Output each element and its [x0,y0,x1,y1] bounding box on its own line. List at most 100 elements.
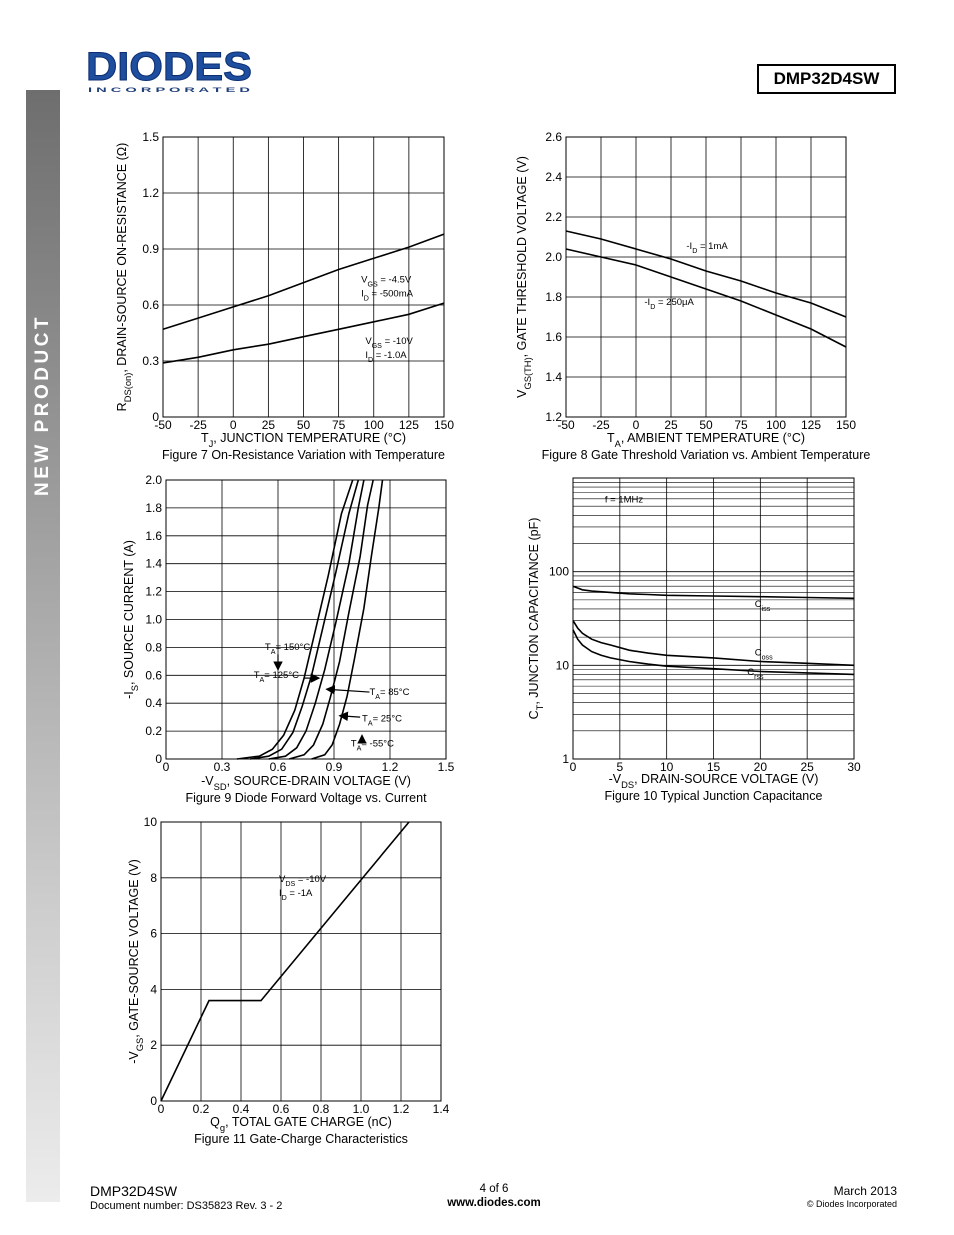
y-tick-label: 1.6 [145,529,162,543]
fig9-annotation-3: TA= 85°C [369,687,409,701]
fig10-annotation-3: Coss [755,647,773,661]
y-tick-label: 10 [144,815,158,829]
y-tick-label: 2.6 [545,130,562,144]
x-tick-label: 10 [660,760,674,774]
x-tick-label: -25 [189,418,207,432]
fig8-chart: -50 -25 0 25 50 75 100 125 150 1.2 1.4 1.6 1.8 2.0 2.2… [515,130,870,462]
fig9-annotation-4: TA= 25°C [362,713,402,727]
fig7-frame [162,136,445,418]
fig9-series-5 [311,479,384,760]
y-tick-label: 1.8 [545,290,562,304]
fig7-annotation-2: ID = -500mA [361,289,414,303]
x-tick-label: 0 [633,418,640,432]
logo-subtitle: I N C O R P O R A T E D [88,87,251,94]
x-tick-label: 1.4 [433,1102,450,1116]
fig9-series-2 [249,479,360,760]
y-tick-label: 0.3 [142,354,159,368]
fig7-chart: -50 -25 0 25 50 75 100 125 150 0 0.3 0.6 0.9 1.2 1.5 VG… [115,130,454,462]
fig9-grid [165,479,447,760]
x-tick-label: 25 [664,418,678,432]
y-tick-label: 1.5 [142,130,159,144]
footer-document-number: Document number: DS35823 Rev. 3 - 2 [90,1200,283,1212]
y-tick-label: 1.6 [545,330,562,344]
fig10-annotation-1: f = 1MHz [605,495,644,506]
fig7-annotation-1: VGS = -4.5V [361,275,412,289]
fig7-annotation-3: VGS = -10V [365,336,413,350]
y-tick-label: 2.4 [545,170,562,184]
x-tick-label: 1.2 [393,1102,410,1116]
x-tick-label: 0.8 [313,1102,330,1116]
fig11-chart: 0 0.2 0.4 0.6 0.8 1.0 1.2 1.4 0 2 4 6 8 10 VDS = -10VI… [127,815,450,1146]
fig10-caption: Figure 10 Typical Junction Capacitance [605,789,823,803]
y-tick-label: 0.2 [145,724,162,738]
fig9-y-axis-label: -IS, SOURCE CURRENT (A) [122,540,140,699]
fig10-chart: 0 5 10 15 20 25 30 1 10 100 f = 1MHz Ciss Coss Crss -V… [527,477,861,803]
y-tick-label: 0.8 [145,640,162,654]
x-tick-label: 0.2 [193,1102,210,1116]
fig10-series-2 [572,620,855,667]
fig8-annotation-1: -ID = 1mA [686,241,728,255]
fig9-annotation-2: TA= 125°C [254,670,299,684]
x-tick-label: -50 [557,418,575,432]
y-tick-label: 0 [155,752,162,766]
x-tick-label: 50 [699,418,713,432]
x-tick-label: 0.6 [273,1102,290,1116]
x-tick-label: 30 [847,760,861,774]
x-tick-label: 50 [297,418,311,432]
x-tick-label: 25 [262,418,276,432]
x-tick-label: 15 [707,760,721,774]
fig11-annotation-1: VDS = -10V [279,874,327,888]
y-tick-label: 6 [150,927,157,941]
fig7-series-2 [162,302,445,364]
y-tick-label: 1.2 [142,186,159,200]
y-tick-label: 1.0 [145,613,162,627]
x-tick-label: 0.9 [326,760,343,774]
x-tick-label: 150 [434,418,454,432]
y-tick-label: 100 [549,565,569,579]
fig8-series-2 [565,248,847,348]
fig9-annotation-1: TA= 150°C [265,642,310,656]
x-tick-label: 125 [801,418,821,432]
fig9-series-3 [268,479,365,760]
fig7-caption: Figure 7 On-Resistance Variation with Te… [162,448,445,462]
sidebar-band [26,90,60,1202]
y-tick-label: 0.6 [145,668,162,682]
x-tick-label: 1.5 [438,760,455,774]
fig9-annotation-5: TA= -55°C [351,738,394,752]
x-tick-label: 125 [399,418,419,432]
y-tick-label: 2.0 [145,473,162,487]
fig8-grid [565,136,847,418]
fig8-frame [565,136,847,418]
footer-part: DMP32D4SW [90,1183,178,1199]
x-tick-label: 0.4 [233,1102,250,1116]
y-tick-label: 0.4 [145,696,162,710]
x-tick-label: 0.6 [270,760,287,774]
part-number-box: DMP32D4SW [757,64,896,94]
footer-website-link[interactable]: www.diodes.com [447,1197,541,1209]
fig9-pointer-arrow-3 [325,685,370,695]
fig9-caption: Figure 9 Diode Forward Voltage vs. Curre… [185,791,427,805]
fig8-x-axis-label: TA, AMBIENT TEMPERATURE (°C) [607,431,805,449]
fig7-x-axis-label: TJ, JUNCTION TEMPERATURE (°C) [201,431,406,449]
x-tick-label: 0 [158,1102,165,1116]
fig7-y-axis-label: RDS(on), DRAIN-SOURCE ON-RESISTANCE (Ω) [115,143,133,412]
logo-wordmark: DIODES [86,47,252,89]
fig8-y-axis-label: VGS(TH), GATE THRESHOLD VOLTAGE (V) [515,156,533,398]
y-tick-label: 1 [562,752,569,766]
fig9-x-axis-label: -VSD, SOURCE-DRAIN VOLTAGE (V) [201,774,411,792]
y-tick-label: 1.2 [545,410,562,424]
footer-copyright: © Diodes Incorporated [806,1199,897,1209]
fig11-y-axis-label: -VGS, GATE-SOURCE VOLTAGE (V) [127,859,145,1064]
y-tick-label: 1.8 [145,501,162,515]
y-tick-label: 0 [150,1094,157,1108]
fig11-grid [160,821,442,1102]
fig10-series-3 [572,629,855,676]
y-tick-label: 1.2 [145,585,162,599]
fig9-series-4 [288,479,374,760]
fig10-annotation-4: Crss [747,667,764,681]
fig10-y-axis-label: CT, JUNCTION CAPACITANCE (pF) [527,518,545,720]
x-tick-label: -25 [592,418,610,432]
y-tick-label: 8 [150,871,157,885]
y-tick-label: 2.0 [545,250,562,264]
